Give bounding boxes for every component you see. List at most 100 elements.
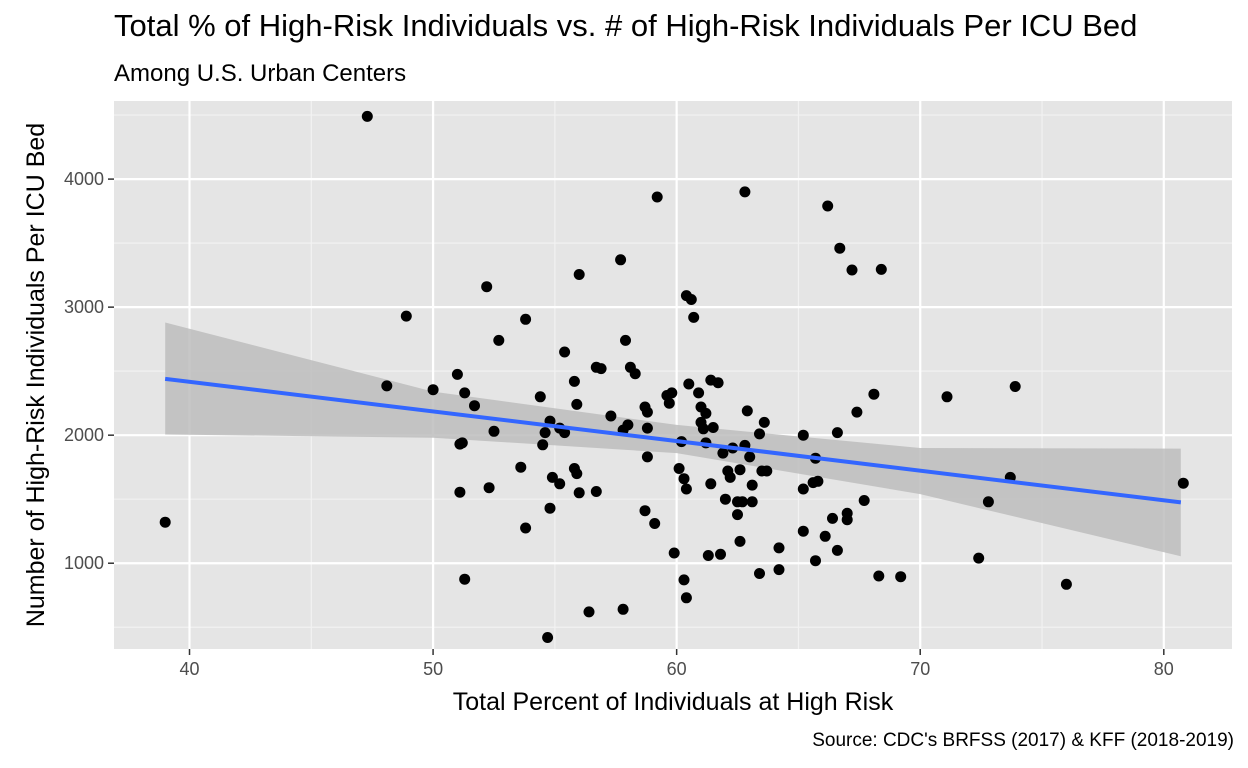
data-point: [456, 437, 468, 449]
data-point: [546, 471, 558, 483]
data-point: [754, 428, 765, 440]
data-point: [822, 200, 834, 212]
data-point: [746, 479, 758, 491]
data-point: [559, 427, 571, 439]
data-point: [724, 471, 736, 483]
y-tick-label: 3000: [64, 297, 104, 317]
data-point: [651, 191, 663, 203]
data-point: [741, 405, 753, 417]
data-point: [381, 380, 393, 392]
data-point: [641, 406, 653, 418]
data-point: [841, 514, 853, 526]
data-point: [615, 254, 627, 266]
data-point: [797, 429, 809, 441]
data-point: [858, 495, 870, 506]
data-point: [697, 423, 709, 435]
x-tick-label: 70: [910, 659, 930, 679]
data-point: [571, 398, 583, 410]
data-point: [678, 473, 690, 485]
x-axis-title: Total Percent of Individuals at High Ris…: [453, 688, 894, 716]
y-tick-label: 2000: [64, 425, 104, 445]
data-point: [483, 482, 495, 494]
data-point: [159, 516, 171, 528]
data-point: [717, 447, 729, 459]
y-axis-ticks: 1000 2000 3000 4000: [64, 169, 114, 573]
data-point: [746, 496, 758, 508]
data-point: [819, 530, 831, 542]
data-point: [590, 486, 602, 497]
x-tick-label: 50: [423, 659, 443, 679]
data-point: [605, 410, 617, 422]
data-point: [620, 334, 631, 346]
data-point: [680, 483, 692, 495]
data-point: [734, 535, 746, 547]
data-point: [641, 451, 653, 463]
data-point: [688, 311, 700, 323]
data-point: [622, 419, 634, 431]
data-point: [1177, 477, 1189, 489]
data-point: [663, 397, 675, 409]
y-axis-title: Number of High-Risk Individuals Per ICU …: [22, 123, 50, 627]
data-point: [810, 555, 821, 567]
data-point: [595, 363, 607, 375]
data-point: [680, 592, 692, 604]
data-point: [568, 375, 580, 387]
data-point: [797, 483, 809, 495]
data-point: [685, 294, 697, 305]
data-point: [539, 427, 551, 439]
data-point: [693, 387, 705, 399]
data-point: [520, 313, 532, 325]
data-point: [831, 544, 843, 556]
data-point: [571, 468, 583, 480]
data-point: [573, 487, 585, 499]
minor-gridlines: [114, 101, 1232, 649]
x-axis-ticks: 40 50 60 70 80: [179, 649, 1174, 679]
data-point: [831, 427, 843, 439]
data-point: [736, 496, 748, 508]
data-point: [797, 525, 809, 537]
data-point: [629, 368, 641, 380]
data-point: [868, 388, 880, 400]
data-point: [812, 475, 824, 487]
x-tick-label: 60: [667, 659, 687, 679]
data-point: [773, 564, 785, 576]
data-point: [683, 378, 695, 390]
data-point: [705, 478, 717, 490]
data-point: [400, 310, 412, 322]
chart-subtitle: Among U.S. Urban Centers: [114, 60, 407, 87]
data-point: [732, 509, 743, 521]
data-point: [649, 518, 661, 529]
data-point: [941, 391, 953, 403]
data-point: [1009, 381, 1021, 392]
data-point: [719, 493, 731, 505]
data-point: [982, 496, 994, 508]
data-point: [761, 465, 773, 477]
data-point: [583, 606, 595, 618]
data-point: [707, 422, 719, 433]
data-point: [641, 422, 653, 434]
data-point: [895, 571, 907, 583]
data-point: [361, 110, 373, 122]
y-tick-label: 1000: [64, 553, 104, 573]
data-points: [159, 110, 1189, 643]
data-point: [554, 478, 566, 490]
data-point: [700, 407, 712, 419]
data-point: [754, 568, 765, 579]
data-point: [827, 512, 838, 524]
data-point: [773, 542, 785, 554]
data-point: [702, 550, 714, 561]
data-point: [712, 377, 724, 389]
chart-title: Total % of High-Risk Individuals vs. # o…: [114, 8, 1138, 43]
data-point: [1060, 578, 1072, 590]
x-tick-label: 40: [179, 659, 199, 679]
data-point: [715, 548, 726, 560]
source-caption: Source: CDC's BRFSS (2017) & KFF (2018-2…: [812, 730, 1234, 751]
data-point: [520, 522, 532, 534]
data-point: [454, 486, 466, 498]
data-point: [739, 186, 751, 198]
data-point: [534, 391, 546, 403]
data-point: [678, 574, 690, 586]
data-point: [542, 632, 554, 643]
x-tick-label: 80: [1154, 659, 1174, 679]
data-point: [459, 387, 471, 399]
